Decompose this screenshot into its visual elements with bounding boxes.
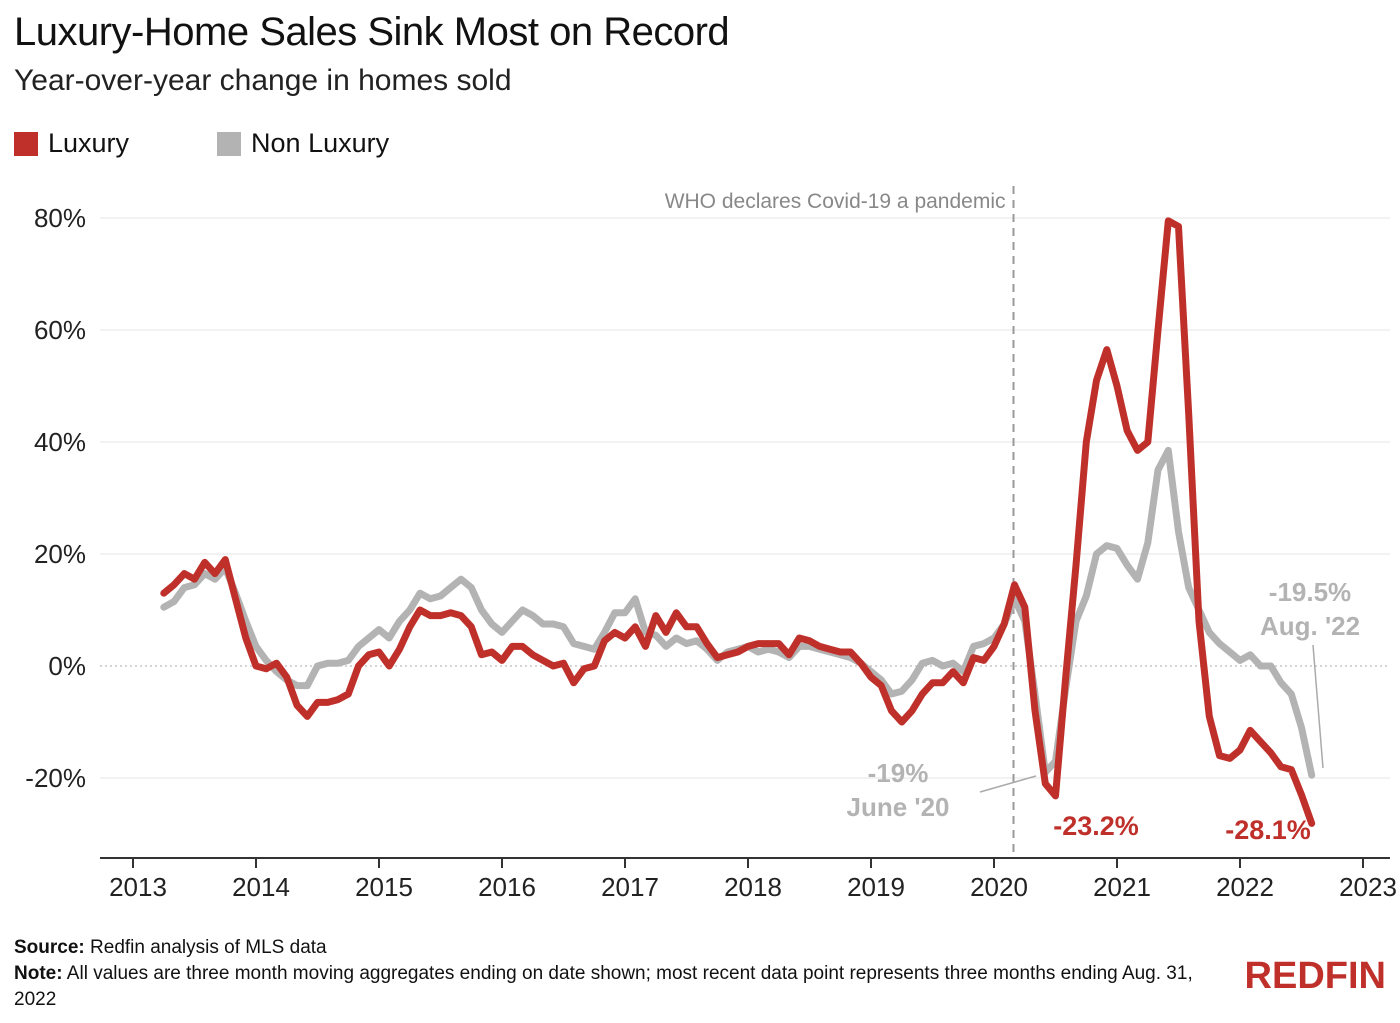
annotation-nonlux-june20-value: -19% xyxy=(868,758,929,788)
annotation-leader-aug22 xyxy=(1312,644,1324,769)
series-line-non-luxury xyxy=(160,446,1316,779)
note-label: Note: xyxy=(14,963,63,984)
legend-label-non-luxury: Non Luxury xyxy=(251,128,390,158)
chart-footer: Source: Redfin analysis of MLS data Note… xyxy=(14,935,1194,1013)
x-tick-label: 2018 xyxy=(724,872,782,900)
x-tick-label: 2023 xyxy=(1339,872,1397,900)
source-line: Source: Redfin analysis of MLS data xyxy=(14,935,1194,961)
x-tick-label: 2021 xyxy=(1093,872,1151,900)
x-tick-label: 2020 xyxy=(970,872,1028,900)
x-tick-label: 2019 xyxy=(847,872,905,900)
line-chart: 80% 60% 40% 20% 0% -20% 2013 2014 2015 2016 2017 20… xyxy=(25,186,1397,900)
y-tick-label: 60% xyxy=(34,315,86,345)
annotation-luxury-low-2020: -23.2% xyxy=(1053,811,1139,841)
y-tick-label: 40% xyxy=(34,427,86,457)
source-label: Source: xyxy=(14,937,85,958)
annotation-nonlux-aug22-date: Aug. '22 xyxy=(1260,611,1360,641)
y-tick-label: 20% xyxy=(34,539,86,569)
covid-annotation: WHO declares Covid-19 a pandemic xyxy=(665,190,1006,213)
source-text: Redfin analysis of MLS data xyxy=(90,937,327,958)
annotation-leader-june20 xyxy=(979,775,1037,793)
chart-title: Luxury-Home Sales Sink Most on Record xyxy=(14,10,730,54)
legend-item-luxury: Luxury xyxy=(14,128,129,159)
legend: Luxury Non Luxury xyxy=(14,128,477,159)
legend-label-luxury: Luxury xyxy=(48,128,130,158)
chart-subtitle: Year-over-year change in homes sold xyxy=(14,64,512,97)
x-tick-label: 2017 xyxy=(601,872,659,900)
legend-swatch-non-luxury xyxy=(217,131,242,156)
x-tick-label: 2014 xyxy=(232,872,290,900)
annotation-luxury-latest: -28.1% xyxy=(1225,815,1311,845)
note-line: Note: All values are three month moving … xyxy=(14,961,1194,1013)
x-tick-label: 2015 xyxy=(355,872,413,900)
annotation-nonlux-aug22-value: -19.5% xyxy=(1269,577,1351,607)
legend-item-non-luxury: Non Luxury xyxy=(217,128,389,159)
x-tick-label: 2013 xyxy=(109,872,167,900)
x-tick-label: 2022 xyxy=(1216,872,1274,900)
legend-swatch-luxury xyxy=(14,131,38,156)
y-tick-label: 80% xyxy=(34,203,86,233)
annotation-nonlux-june20-date: June '20 xyxy=(846,792,949,822)
series-line-luxury xyxy=(160,217,1316,827)
y-tick-label: 0% xyxy=(48,651,86,681)
x-tick-label: 2016 xyxy=(478,872,536,900)
note-text: All values are three month moving aggreg… xyxy=(14,963,1193,1010)
redfin-logo: REDFIN xyxy=(1244,955,1386,997)
y-tick-label: -20% xyxy=(25,763,86,793)
